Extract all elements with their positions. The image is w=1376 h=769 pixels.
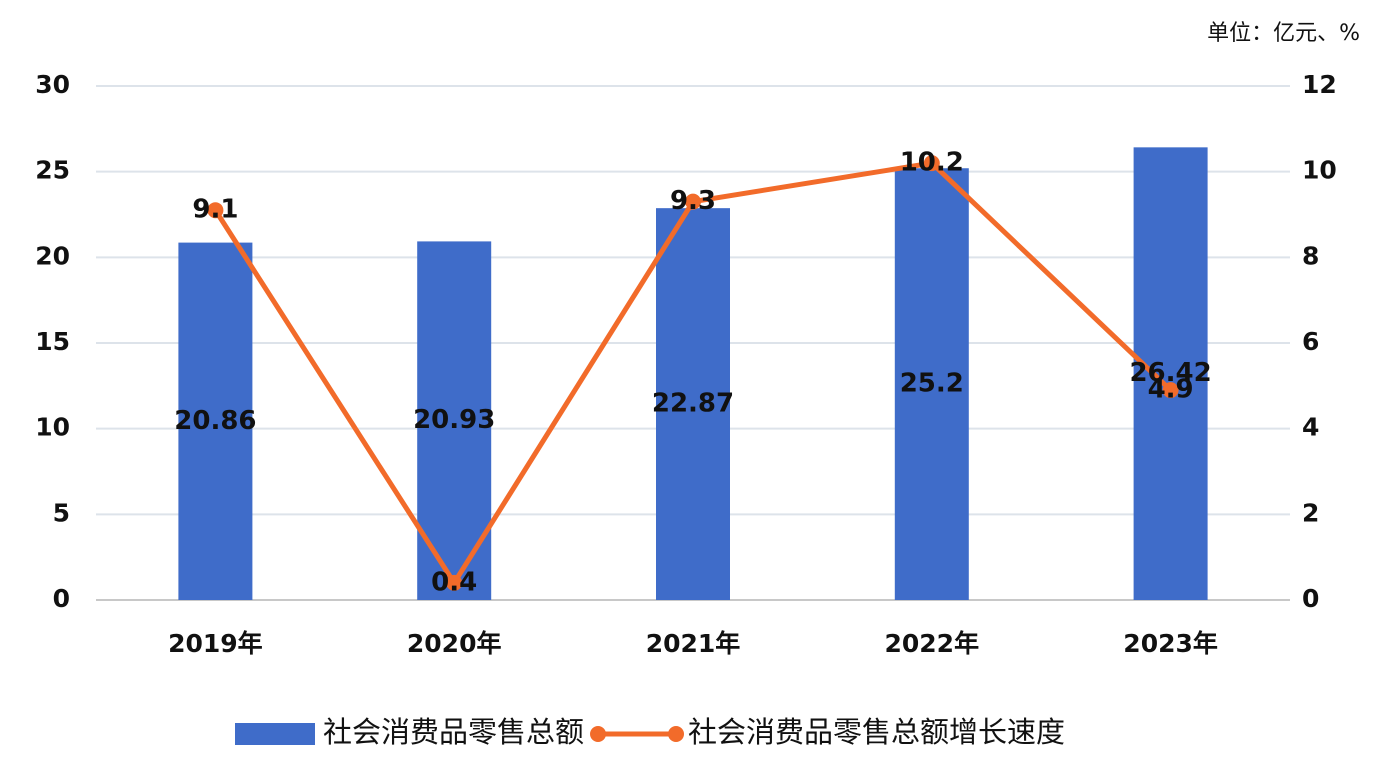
legend-label: 社会消费品零售总额 — [323, 715, 584, 749]
x-tick-label: 2021年 — [646, 629, 741, 658]
point — [446, 574, 463, 591]
unit-note: 单位：亿元、% — [1207, 21, 1360, 46]
bar — [178, 242, 253, 600]
data-label: 22.87 — [652, 389, 734, 419]
y2-tick-label: 4 — [1302, 413, 1319, 442]
y-tick-label: 10 — [35, 413, 70, 442]
data-label: 20.93 — [413, 405, 495, 435]
y2-tick-label: 12 — [1302, 70, 1337, 99]
data-label: 0.4 — [431, 567, 477, 597]
legend-swatch — [590, 726, 607, 742]
point — [685, 193, 701, 210]
x-tick-label: 2020年 — [407, 629, 502, 658]
data-label: 4.9 — [1148, 375, 1194, 405]
data-label: 20.86 — [174, 406, 256, 436]
y-tick-label: 25 — [35, 156, 70, 185]
x-tick-label: 2023年 — [1123, 629, 1218, 658]
y2-tick-label: 8 — [1302, 241, 1319, 270]
y-tick-label: 0 — [53, 584, 70, 613]
y-tick-label: 15 — [35, 327, 70, 356]
data-label: 26.42 — [1129, 358, 1211, 388]
bar — [1133, 147, 1208, 600]
y-tick-label: 5 — [53, 498, 70, 527]
point — [1162, 382, 1179, 399]
y2-tick-label: 6 — [1302, 327, 1319, 356]
legend-swatch — [235, 723, 315, 745]
data-label: 10.2 — [900, 148, 964, 178]
data-label: 25.2 — [900, 369, 964, 399]
y-tick-label: 30 — [35, 70, 70, 99]
legend-label: 社会消费品零售总额增长速度 — [688, 715, 1065, 749]
x-tick-label: 2022年 — [885, 629, 980, 658]
legend-swatch — [668, 726, 685, 742]
x-tick-label: 2019年 — [168, 629, 263, 658]
y2-tick-label: 2 — [1302, 498, 1319, 527]
point — [923, 155, 940, 172]
y2-tick-label: 10 — [1302, 156, 1337, 185]
data-label: 9.3 — [670, 186, 716, 216]
y2-tick-label: 0 — [1302, 584, 1319, 613]
y-tick-label: 20 — [35, 241, 70, 270]
bar — [656, 208, 730, 601]
data-label: 9.1 — [192, 195, 238, 225]
bar — [894, 168, 969, 601]
point — [207, 202, 224, 219]
